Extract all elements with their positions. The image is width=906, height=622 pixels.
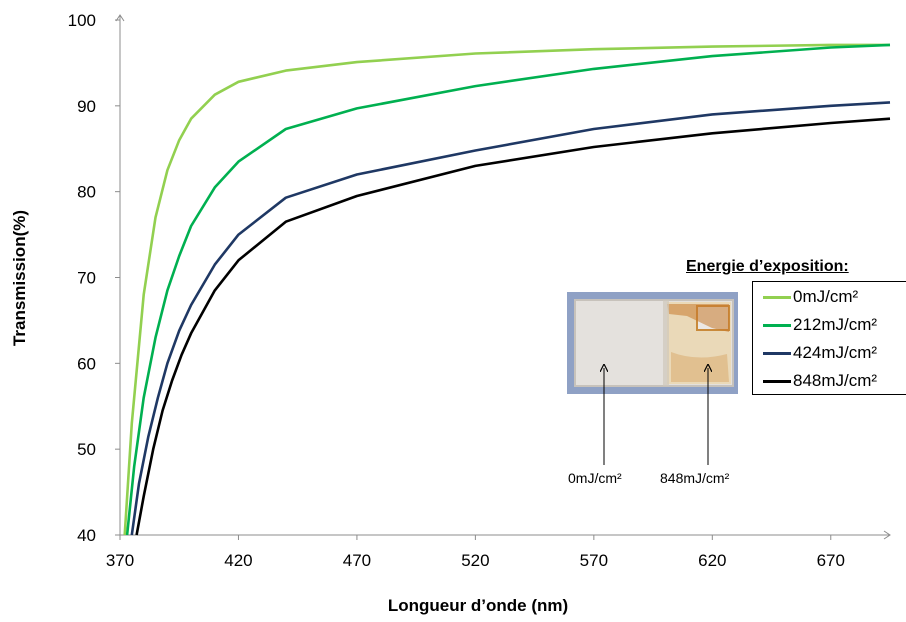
x-axis-arrow [883, 530, 891, 540]
y-tick-label: 100 [68, 11, 96, 30]
sample-photo [567, 292, 738, 394]
x-tick-label: 470 [343, 551, 371, 570]
photo-label-right: 848mJ/cm² [660, 470, 730, 486]
legend-item: 848mJ/cm² [763, 368, 877, 394]
legend-item: 424mJ/cm² [763, 340, 877, 366]
legend-swatch [763, 323, 791, 327]
x-tick-label: 520 [461, 551, 489, 570]
legend-label: 0mJ/cm² [793, 287, 859, 306]
sample-photo-image [567, 292, 738, 394]
legend: 0mJ/cm² 212mJ/cm² 424mJ/cm² 848mJ/cm² [752, 281, 906, 395]
x-tick-label: 370 [106, 551, 134, 570]
legend-label: 424mJ/cm² [793, 343, 878, 362]
series-lines [123, 43, 891, 536]
series-line-2 [130, 101, 891, 536]
x-tick-label: 420 [224, 551, 252, 570]
legend-label: 848mJ/cm² [793, 371, 878, 390]
series-line-3 [135, 117, 891, 536]
legend-swatch [763, 351, 791, 355]
y-axis-title: Transmission(%) [10, 210, 29, 346]
legend-swatch [763, 379, 791, 383]
y-tick-label: 40 [77, 526, 96, 545]
tick-labels: 370 420 470 520 570 620 670 40 50 60 70 80 90 100 [68, 11, 845, 570]
series-line-1 [125, 43, 891, 536]
y-tick-label: 80 [77, 183, 96, 202]
legend-item: 0mJ/cm² [763, 284, 858, 310]
x-tick-label: 620 [698, 551, 726, 570]
y-tick-label: 60 [77, 354, 96, 373]
axes [115, 14, 891, 540]
legend-swatch [763, 295, 791, 299]
legend-title: Energie d’exposition: [686, 258, 849, 275]
y-tick-label: 50 [77, 440, 96, 459]
x-tick-label: 570 [580, 551, 608, 570]
y-tick-label: 70 [77, 269, 96, 288]
y-tick-label: 90 [77, 97, 96, 116]
legend-item: 212mJ/cm² [763, 312, 877, 338]
y-axis-arrow [115, 14, 125, 22]
x-tick-label: 670 [817, 551, 845, 570]
x-axis-title: Longueur d’onde (nm) [388, 596, 568, 615]
photo-label-left: 0mJ/cm² [568, 470, 622, 486]
legend-label: 212mJ/cm² [793, 315, 878, 334]
series-line-0 [123, 43, 890, 536]
